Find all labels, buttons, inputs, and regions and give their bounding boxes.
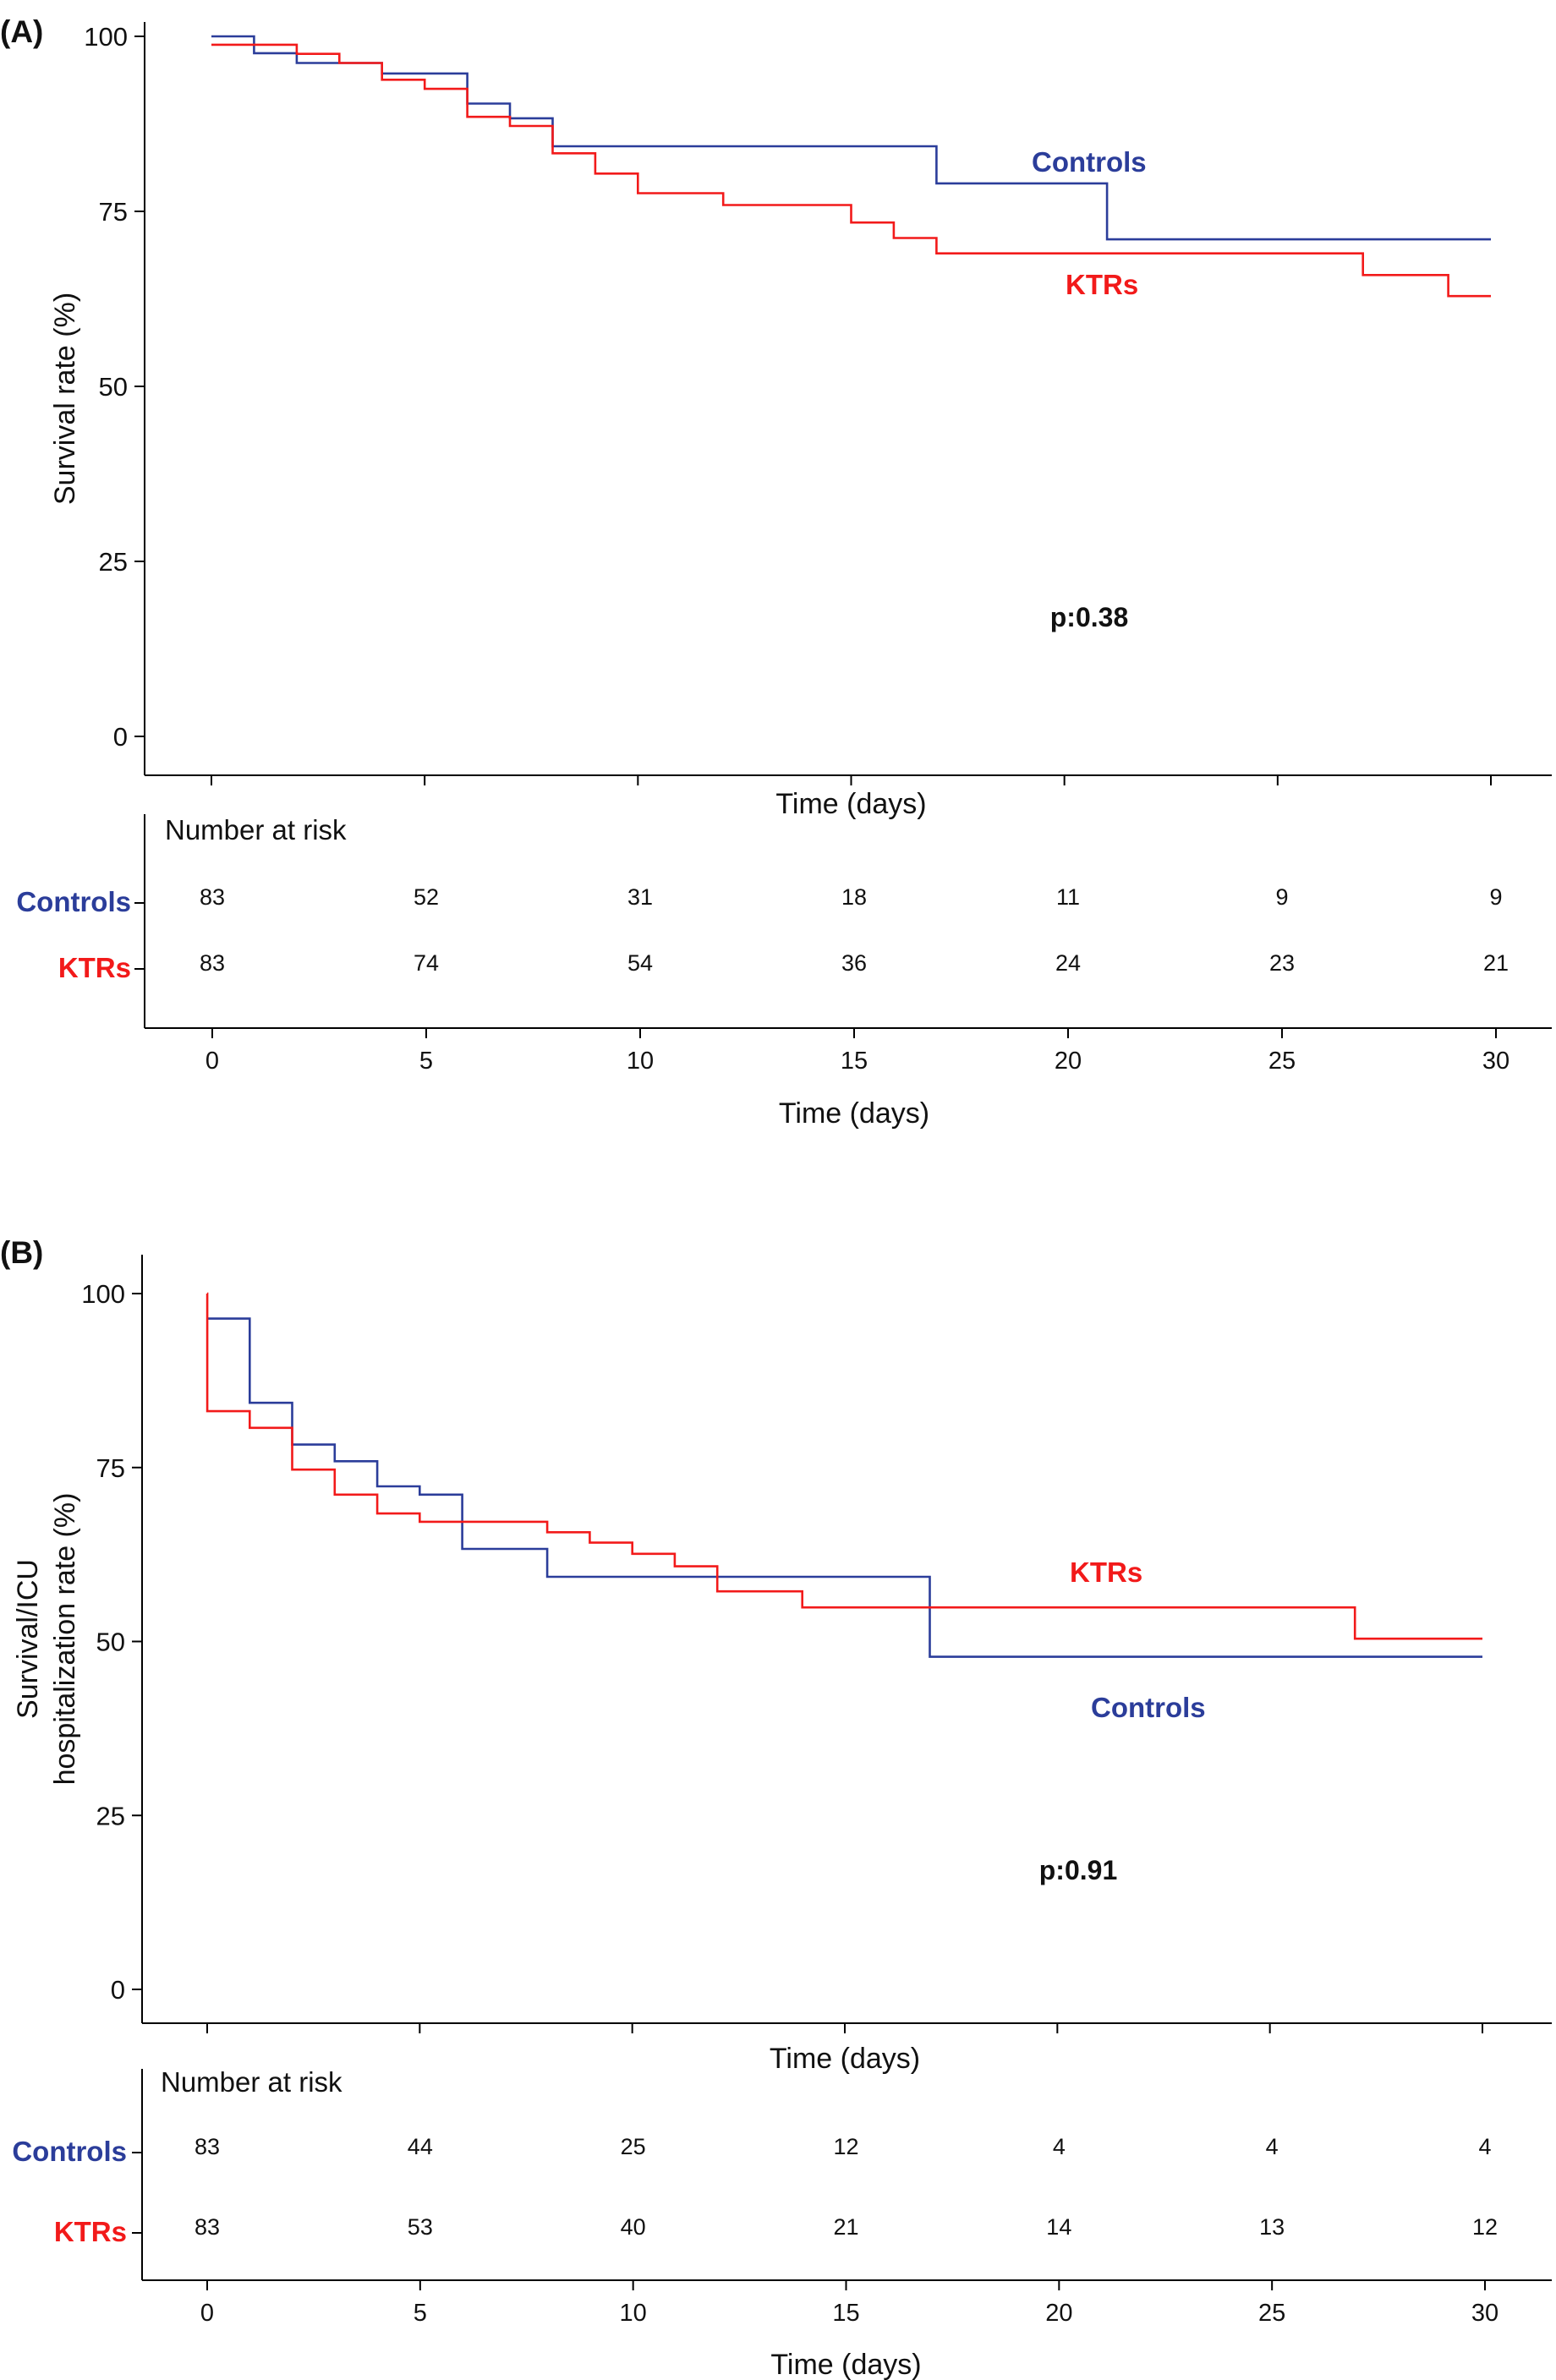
y-axis-title: Survival rate (%): [49, 293, 81, 505]
series-line-controls: [211, 35, 1491, 241]
risk-count: 53: [408, 2214, 433, 2240]
risk-count: 12: [833, 2134, 858, 2159]
risk-x-tick-label: 20: [1055, 1048, 1082, 1075]
y-axis-title: hospitalization rate (%): [49, 1493, 81, 1786]
risk-count: 21: [1483, 950, 1509, 976]
risk-count: 9: [1489, 884, 1502, 910]
risk-count: 4: [1266, 2134, 1279, 2159]
risk-count: 12: [1472, 2214, 1498, 2240]
risk-count: 83: [200, 884, 225, 910]
risk-x-tick-label: 25: [1258, 2300, 1285, 2327]
x-axis-title: Time (days): [770, 2043, 920, 2075]
y-tick-label: 50: [99, 372, 128, 402]
p-value-label: p:0.38: [1050, 602, 1128, 632]
risk-x-tick-label: 30: [1482, 1048, 1509, 1075]
series-label-controls: Controls: [1091, 1692, 1206, 1723]
risk-count: 25: [621, 2134, 646, 2159]
risk-group-label-controls: Controls: [12, 2136, 127, 2167]
series-label-controls: Controls: [1032, 146, 1147, 178]
risk-x-tick-label: 0: [205, 1048, 219, 1075]
risk-count: 40: [621, 2214, 646, 2240]
risk-count: 9: [1275, 884, 1288, 910]
series-line-ktrs: [211, 43, 1491, 298]
risk-count: 83: [194, 2214, 220, 2240]
risk-count: 18: [841, 884, 867, 910]
risk-count: 23: [1269, 950, 1295, 976]
risk-count: 4: [1478, 2134, 1491, 2159]
risk-x-axis-title: Time (days): [770, 2349, 921, 2380]
x-axis-title: Time (days): [775, 788, 926, 820]
risk-count: 24: [1055, 950, 1081, 976]
risk-x-tick-label: 15: [832, 2300, 859, 2327]
risk-x-tick-label: 5: [419, 1048, 433, 1075]
risk-count: 44: [408, 2134, 433, 2159]
y-tick-label: 50: [96, 1628, 125, 1657]
risk-group-label-controls: Controls: [16, 886, 131, 917]
risk-x-tick-label: 0: [200, 2300, 214, 2327]
risk-table: Number at risk Controls 83 52 31 18 11 9 9 KTRs 83…: [16, 814, 1552, 1130]
y-tick-label: 0: [111, 1975, 125, 2005]
risk-x-tick-label: 15: [841, 1048, 868, 1075]
y-tick-label: 0: [113, 722, 128, 752]
risk-count: 54: [627, 950, 653, 976]
risk-count: 83: [194, 2134, 220, 2159]
y-tick-label: 25: [99, 547, 128, 577]
risk-count: 4: [1053, 2134, 1066, 2159]
panel-label: (A): [0, 14, 43, 49]
risk-count: 74: [414, 950, 439, 976]
risk-x-tick-label: 10: [627, 1048, 654, 1075]
risk-group-label-ktrs: KTRs: [58, 952, 131, 983]
risk-count: 52: [414, 884, 439, 910]
series-line-controls: [207, 1317, 1482, 1658]
risk-table-title: Number at risk: [165, 814, 347, 845]
risk-table-title: Number at risk: [161, 2066, 342, 2098]
y-tick-label: 100: [81, 1279, 125, 1309]
risk-count: 31: [627, 884, 653, 910]
risk-count: 11: [1056, 884, 1080, 910]
risk-x-tick-label: 25: [1268, 1048, 1296, 1075]
risk-count: 83: [200, 950, 225, 976]
risk-count: 14: [1046, 2214, 1071, 2240]
series-label-ktrs: KTRs: [1066, 269, 1138, 300]
risk-group-label-ktrs: KTRs: [54, 2216, 127, 2247]
p-value-label: p:0.91: [1039, 1855, 1117, 1885]
risk-x-tick-label: 20: [1045, 2300, 1072, 2327]
risk-x-axis-title: Time (days): [779, 1097, 929, 1130]
y-tick-label: 100: [84, 22, 128, 52]
y-axis-title: Survival/ICU: [12, 1559, 44, 1719]
series-label-ktrs: KTRs: [1070, 1557, 1142, 1588]
risk-x-tick-label: 30: [1471, 2300, 1498, 2327]
risk-x-tick-label: 5: [414, 2300, 427, 2327]
y-tick-label: 25: [96, 1801, 125, 1830]
y-tick-label: 75: [99, 197, 128, 227]
series-line-ktrs: [205, 1292, 1482, 1640]
risk-count: 13: [1259, 2214, 1285, 2240]
risk-count: 36: [841, 950, 867, 976]
panel-label: (B): [0, 1235, 43, 1270]
y-tick-label: 75: [96, 1453, 125, 1483]
risk-count: 21: [833, 2214, 858, 2240]
risk-x-tick-label: 10: [620, 2300, 647, 2327]
